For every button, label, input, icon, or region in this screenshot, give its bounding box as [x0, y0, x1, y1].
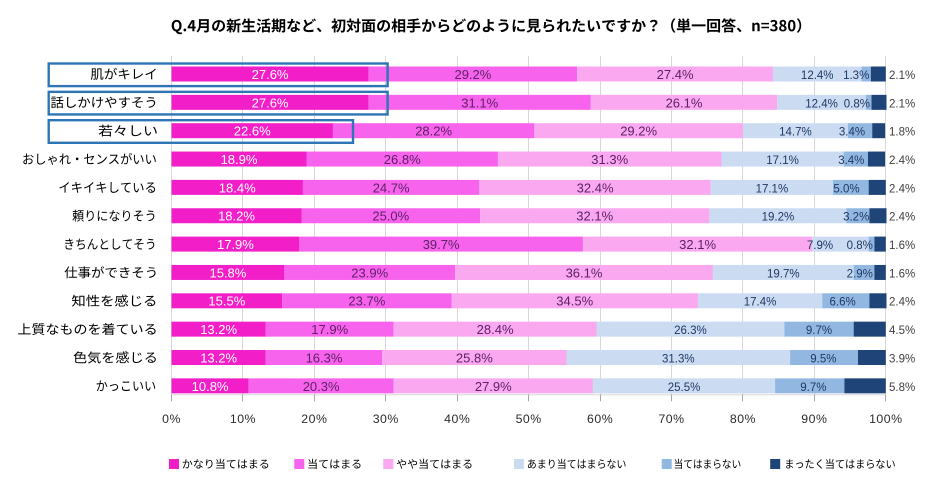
svg-text:19.7%: 19.7%	[767, 268, 800, 280]
svg-text:1.6%: 1.6%	[889, 268, 915, 280]
svg-text:17.1%: 17.1%	[756, 183, 789, 195]
svg-text:2.4%: 2.4%	[889, 212, 915, 224]
svg-text:70%: 70%	[658, 412, 684, 426]
svg-text:32.1%: 32.1%	[679, 237, 716, 252]
svg-text:10%: 10%	[230, 412, 256, 426]
svg-text:0%: 0%	[162, 412, 181, 426]
svg-text:26.3%: 26.3%	[674, 325, 707, 337]
svg-text:10.8%: 10.8%	[192, 379, 229, 394]
svg-text:1.3%: 1.3%	[843, 70, 869, 82]
svg-text:16.3%: 16.3%	[306, 350, 343, 365]
svg-text:23.7%: 23.7%	[348, 294, 385, 309]
svg-text:5.0%: 5.0%	[833, 183, 859, 195]
svg-text:34.5%: 34.5%	[556, 294, 593, 309]
svg-text:25.0%: 25.0%	[372, 209, 409, 224]
svg-text:9.7%: 9.7%	[806, 325, 832, 337]
svg-text:3.4%: 3.4%	[839, 127, 865, 139]
svg-text:17.9%: 17.9%	[217, 237, 254, 252]
svg-text:40%: 40%	[444, 412, 470, 426]
svg-text:80%: 80%	[730, 412, 756, 426]
svg-text:20.3%: 20.3%	[303, 379, 340, 394]
svg-text:1.8%: 1.8%	[889, 127, 915, 139]
svg-text:2.1%: 2.1%	[889, 70, 915, 82]
svg-text:2.4%: 2.4%	[889, 183, 915, 195]
svg-text:1.6%: 1.6%	[889, 240, 915, 252]
svg-text:20%: 20%	[301, 412, 327, 426]
svg-text:15.8%: 15.8%	[209, 265, 246, 280]
svg-text:25.8%: 25.8%	[456, 350, 493, 365]
svg-text:27.6%: 27.6%	[252, 67, 289, 82]
svg-text:18.9%: 18.9%	[221, 152, 258, 167]
svg-text:18.4%: 18.4%	[219, 180, 256, 195]
svg-text:17.9%: 17.9%	[311, 322, 348, 337]
svg-text:3.4%: 3.4%	[838, 155, 864, 167]
svg-text:0.8%: 0.8%	[844, 98, 870, 110]
svg-text:9.7%: 9.7%	[800, 382, 826, 394]
svg-text:28.4%: 28.4%	[477, 322, 514, 337]
svg-text:0.8%: 0.8%	[847, 240, 873, 252]
svg-text:32.4%: 32.4%	[577, 180, 614, 195]
svg-text:18.2%: 18.2%	[218, 209, 255, 224]
svg-text:32.1%: 32.1%	[576, 209, 613, 224]
svg-text:13.2%: 13.2%	[200, 350, 237, 365]
svg-text:14.7%: 14.7%	[779, 127, 812, 139]
svg-text:7.9%: 7.9%	[807, 240, 833, 252]
svg-text:39.7%: 39.7%	[423, 237, 460, 252]
svg-text:26.1%: 26.1%	[666, 95, 703, 110]
svg-text:13.2%: 13.2%	[200, 322, 237, 337]
svg-text:3.9%: 3.9%	[889, 353, 915, 365]
svg-text:31.3%: 31.3%	[591, 152, 628, 167]
svg-text:2.1%: 2.1%	[889, 98, 915, 110]
svg-text:17.4%: 17.4%	[744, 297, 777, 309]
svg-text:19.2%: 19.2%	[762, 212, 795, 224]
svg-text:17.1%: 17.1%	[766, 155, 799, 167]
svg-text:9.5%: 9.5%	[810, 353, 836, 365]
svg-text:12.4%: 12.4%	[801, 70, 834, 82]
svg-text:29.2%: 29.2%	[454, 67, 491, 82]
svg-text:31.1%: 31.1%	[461, 95, 498, 110]
svg-text:100%: 100%	[869, 412, 902, 426]
svg-text:30%: 30%	[373, 412, 399, 426]
svg-text:27.4%: 27.4%	[657, 67, 694, 82]
svg-text:29.2%: 29.2%	[620, 124, 657, 139]
svg-text:5.8%: 5.8%	[889, 382, 915, 394]
svg-text:36.1%: 36.1%	[566, 265, 603, 280]
svg-text:23.9%: 23.9%	[351, 265, 388, 280]
svg-text:3.2%: 3.2%	[843, 212, 869, 224]
svg-text:50%: 50%	[516, 412, 542, 426]
svg-text:25.5%: 25.5%	[668, 382, 701, 394]
svg-text:4.5%: 4.5%	[889, 325, 915, 337]
svg-text:26.8%: 26.8%	[384, 152, 421, 167]
svg-text:90%: 90%	[801, 412, 827, 426]
svg-text:2.4%: 2.4%	[889, 297, 915, 309]
svg-text:6.6%: 6.6%	[829, 297, 855, 309]
svg-text:27.9%: 27.9%	[475, 379, 512, 394]
svg-text:27.6%: 27.6%	[252, 95, 289, 110]
svg-text:28.2%: 28.2%	[415, 124, 452, 139]
svg-text:12.4%: 12.4%	[805, 98, 838, 110]
svg-text:2.9%: 2.9%	[847, 268, 873, 280]
svg-text:24.7%: 24.7%	[373, 180, 410, 195]
svg-text:15.5%: 15.5%	[208, 294, 245, 309]
svg-text:22.6%: 22.6%	[234, 124, 271, 139]
svg-text:2.4%: 2.4%	[889, 155, 915, 167]
svg-text:31.3%: 31.3%	[662, 353, 695, 365]
svg-text:60%: 60%	[587, 412, 613, 426]
